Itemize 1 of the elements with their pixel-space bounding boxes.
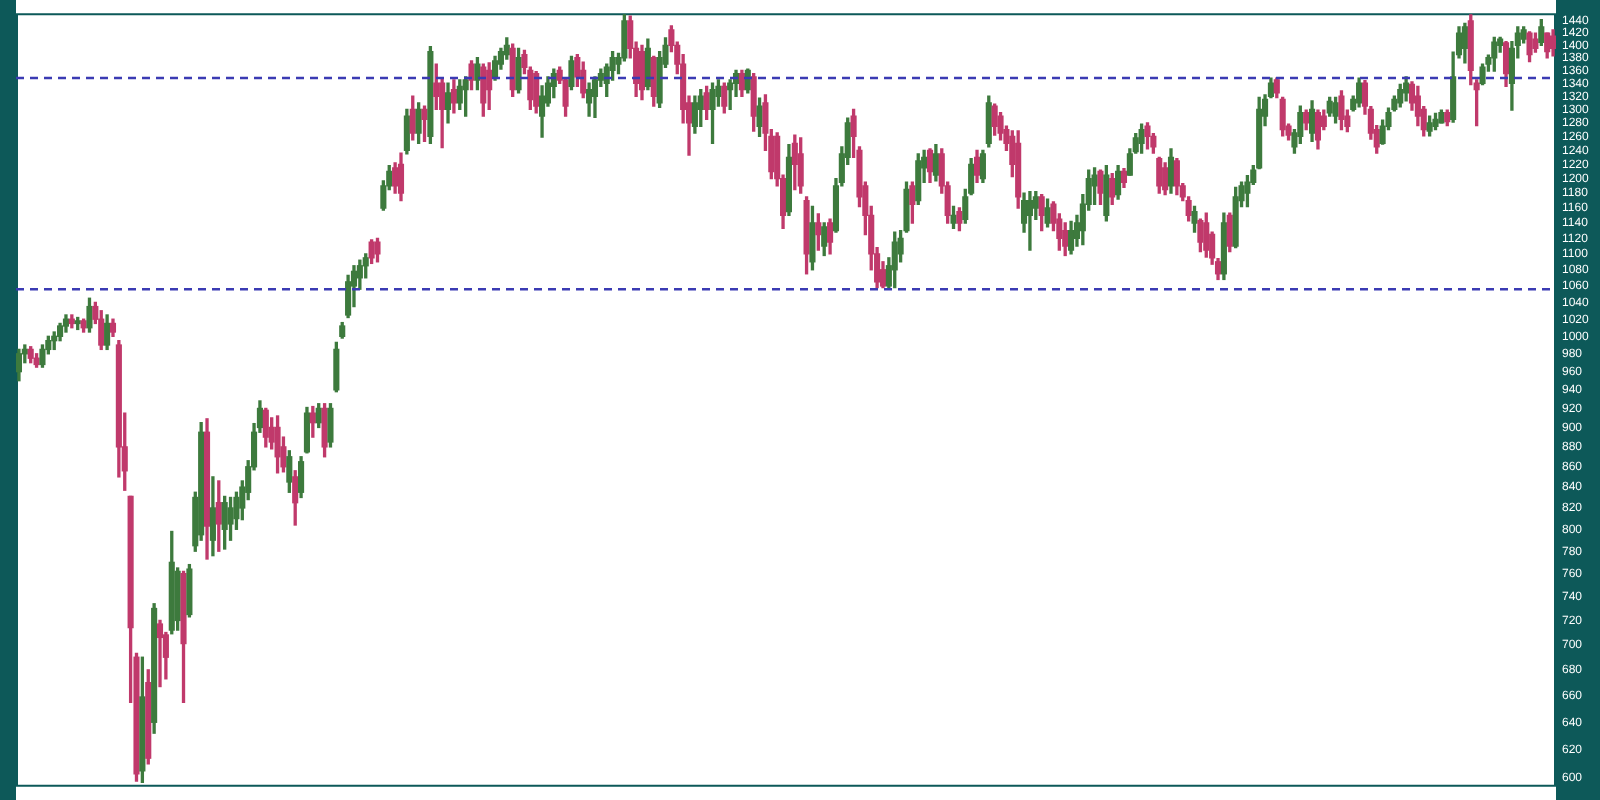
candlestick — [156, 619, 164, 688]
